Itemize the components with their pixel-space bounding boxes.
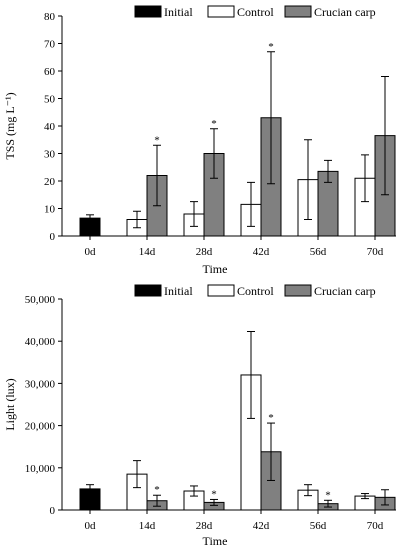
- light-y-tick-label: 20,000: [25, 421, 56, 433]
- light-x-tick-label: 56d: [310, 520, 327, 532]
- tss-legend-label: Crucian carp: [314, 5, 376, 19]
- tss-significance-marker: *: [154, 134, 160, 146]
- tss-y-tick-label: 30: [44, 149, 56, 161]
- tss-y-tick-label: 50: [44, 94, 56, 106]
- light-chart: 0 10,000 20,000 30,000 40,000 50,000 0d 14d * 28d…: [3, 284, 396, 548]
- light-legend-swatch: [134, 284, 162, 297]
- light-significance-marker: *: [154, 484, 160, 496]
- light-significance-marker: *: [211, 488, 217, 500]
- tss-chart: 0 10 20 30 40 50 60 70 80 0d 14d * 28d * 42d * 56d 70d Ini…: [3, 5, 396, 276]
- tss-y-tick-label: 40: [44, 121, 56, 133]
- tss-x-tick-label: 28d: [196, 246, 213, 258]
- light-x-tick-label: 14d: [139, 520, 156, 532]
- light-y-tick-label: 40,000: [25, 336, 56, 348]
- light-legend-swatch: [207, 284, 235, 297]
- light-x-tick-label: 42d: [253, 520, 270, 532]
- tss-x-tick-label: 56d: [310, 246, 327, 258]
- light-x-axis-label: Time: [203, 534, 228, 548]
- tss-x-tick-label: 14d: [139, 246, 156, 258]
- tss-x-tick-label: 0d: [85, 246, 97, 258]
- light-y-tick-label: 10,000: [25, 463, 56, 475]
- light-y-tick-label: 0: [50, 505, 56, 517]
- tss-y-tick-label: 70: [44, 39, 56, 51]
- light-legend-label: Crucian carp: [314, 284, 376, 298]
- tss-legend-swatch: [134, 5, 162, 18]
- light-legend-label: Control: [237, 284, 274, 298]
- light-legend-swatch: [284, 284, 312, 297]
- tss-significance-marker: *: [211, 118, 217, 130]
- tss-x-tick-label: 70d: [367, 246, 384, 258]
- tss-legend-swatch: [284, 5, 312, 18]
- tss-x-axis-label: Time: [203, 262, 228, 276]
- tss-legend-label: Initial: [164, 5, 193, 19]
- tss-significance-marker: *: [268, 41, 274, 53]
- light-x-tick-label: 0d: [85, 520, 97, 532]
- tss-legend-label: Control: [237, 5, 274, 19]
- light-x-tick-label: 28d: [196, 520, 213, 532]
- tss-legend-swatch: [207, 5, 235, 18]
- tss-x-tick-label: 42d: [253, 246, 270, 258]
- light-y-tick-label: 50,000: [25, 294, 56, 306]
- light-y-axis-label: Light (lux): [3, 378, 17, 430]
- tss-y-axis-label: TSS (mg L⁻¹): [3, 92, 17, 159]
- light-significance-marker: *: [325, 489, 331, 501]
- light-y-tick-label: 30,000: [25, 378, 56, 390]
- light-x-tick-label: 70d: [367, 520, 384, 532]
- tss-y-tick-label: 0: [50, 231, 56, 243]
- light-legend-label: Initial: [164, 284, 193, 298]
- tss-y-tick-label: 80: [44, 11, 56, 23]
- tss-y-tick-label: 60: [44, 66, 56, 78]
- tss-y-tick-label: 20: [44, 176, 56, 188]
- light-significance-marker: *: [268, 412, 274, 424]
- tss-y-tick-label: 10: [44, 204, 56, 216]
